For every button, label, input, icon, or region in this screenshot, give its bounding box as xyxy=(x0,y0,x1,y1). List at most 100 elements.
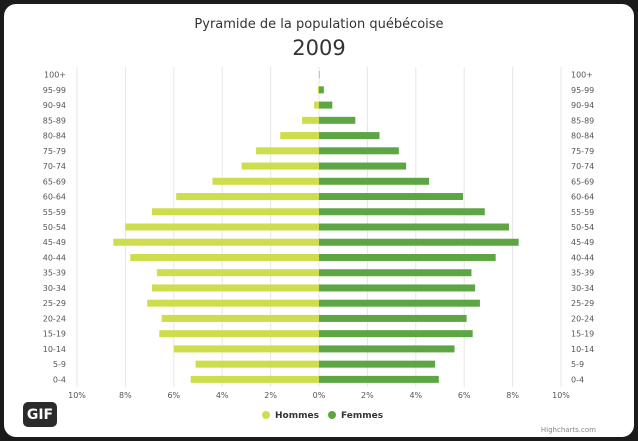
y-tick-left: 100+ xyxy=(44,71,66,80)
legend[interactable]: Hommes Femmes xyxy=(262,411,383,421)
y-tick-left: 85-89 xyxy=(43,116,66,125)
y-tick-right: 55-59 xyxy=(571,208,594,217)
y-tick-right: 35-39 xyxy=(571,269,594,278)
y-tick-left: 55-59 xyxy=(43,208,66,217)
credits-link[interactable]: Highcharts.com xyxy=(541,426,596,434)
legend-dot-hommes xyxy=(262,411,270,419)
x-tick-label: 0% xyxy=(313,391,326,400)
bar-femmes-30-34[interactable] xyxy=(319,284,476,292)
legend-label-femmes: Femmes xyxy=(341,411,383,421)
bar-hommes-10-14[interactable] xyxy=(173,345,319,353)
y-tick-left: 70-74 xyxy=(43,162,66,171)
y-tick-left: 20-24 xyxy=(43,314,66,323)
y-tick-left: 25-29 xyxy=(43,299,66,308)
bar-hommes-90-94[interactable] xyxy=(314,101,319,109)
bar-hommes-80-84[interactable] xyxy=(280,132,319,140)
y-tick-right: 0-4 xyxy=(571,375,584,384)
x-axis: 10% 8% 6% 4% 2% 0% 2% 4% 6% 8% 10% xyxy=(68,391,570,400)
chart-title: Pyramide de la population québécoise xyxy=(194,17,443,32)
bar-hommes-40-44[interactable] xyxy=(130,253,319,261)
bar-femmes-45-49[interactable] xyxy=(319,238,519,246)
legend-dot-femmes xyxy=(328,411,336,419)
bar-femmes-90-94[interactable] xyxy=(319,101,333,109)
bar-hommes-60-64[interactable] xyxy=(176,193,319,201)
y-tick-left: 35-39 xyxy=(43,269,66,278)
y-axis-right: 0-4 5-9 10-14 15-19 20-24 25-29 30-34 35-39 40-4… xyxy=(571,71,594,385)
y-tick-left: 40-44 xyxy=(43,253,66,262)
y-tick-left: 10-14 xyxy=(43,345,66,354)
bar-femmes-10-14[interactable] xyxy=(319,345,455,353)
bar-hommes-50-54[interactable] xyxy=(125,223,320,231)
y-tick-left: 95-99 xyxy=(43,86,66,95)
y-tick-right: 95-99 xyxy=(571,86,594,95)
bar-femmes-60-64[interactable] xyxy=(319,193,463,201)
bar-femmes-15-19[interactable] xyxy=(319,330,473,338)
x-tick-label: 8% xyxy=(119,391,132,400)
y-tick-left: 50-54 xyxy=(43,223,66,232)
y-tick-left: 65-69 xyxy=(43,177,66,186)
y-tick-right: 5-9 xyxy=(571,360,584,369)
legend-item-hommes[interactable]: Hommes xyxy=(262,411,319,421)
y-tick-right: 65-69 xyxy=(571,177,594,186)
bar-femmes-40-44[interactable] xyxy=(319,253,496,261)
legend-label-hommes: Hommes xyxy=(275,411,319,421)
bar-femmes-50-54[interactable] xyxy=(319,223,509,231)
bar-hommes-65-69[interactable] xyxy=(212,177,319,185)
y-tick-left: 90-94 xyxy=(43,101,66,110)
y-tick-left: 80-84 xyxy=(43,132,66,141)
y-tick-right: 75-79 xyxy=(571,147,594,156)
x-tick-label: 2% xyxy=(361,391,374,400)
bar-femmes-65-69[interactable] xyxy=(319,177,430,185)
y-tick-right: 70-74 xyxy=(571,162,594,171)
bar-femmes-95-99[interactable] xyxy=(319,86,324,94)
bar-hommes-85-89[interactable] xyxy=(302,116,319,124)
x-tick-label: 4% xyxy=(409,391,422,400)
bar-hommes-20-24[interactable] xyxy=(161,314,319,322)
bar-hommes-70-74[interactable] xyxy=(241,162,319,170)
chart-frame: 0-4 5-9 10-14 15-19 20-24 25-29 30-34 35-39 40-4… xyxy=(4,4,634,437)
bar-femmes-0-4[interactable] xyxy=(319,375,439,383)
population-pyramid-chart: 0-4 5-9 10-14 15-19 20-24 25-29 30-34 35-39 40-4… xyxy=(43,17,596,434)
chart-subtitle: 2009 xyxy=(292,36,345,60)
x-tick-label: 6% xyxy=(458,391,471,400)
bar-hommes-45-49[interactable] xyxy=(113,238,319,246)
y-tick-left: 15-19 xyxy=(43,330,66,339)
x-tick-label: 10% xyxy=(68,391,86,400)
bar-femmes-80-84[interactable] xyxy=(319,132,380,140)
bar-femmes-75-79[interactable] xyxy=(319,147,399,155)
bar-hommes-30-34[interactable] xyxy=(152,284,319,292)
legend-item-femmes[interactable]: Femmes xyxy=(328,411,383,421)
y-tick-right: 80-84 xyxy=(571,132,594,141)
bar-hommes-95-99[interactable] xyxy=(317,86,319,94)
y-tick-right: 30-34 xyxy=(571,284,594,293)
bar-femmes-70-74[interactable] xyxy=(319,162,407,170)
x-tick-label: 6% xyxy=(167,391,180,400)
bar-femmes-5-9[interactable] xyxy=(319,360,436,368)
y-tick-right: 85-89 xyxy=(571,116,594,125)
bar-femmes-35-39[interactable] xyxy=(319,269,472,277)
y-tick-right: 90-94 xyxy=(571,101,594,110)
x-tick-label: 2% xyxy=(264,391,277,400)
bar-hommes-15-19[interactable] xyxy=(159,330,319,338)
y-tick-left: 75-79 xyxy=(43,147,66,156)
bar-hommes-35-39[interactable] xyxy=(156,269,319,277)
bar-hommes-25-29[interactable] xyxy=(147,299,319,307)
y-tick-right: 15-19 xyxy=(571,330,594,339)
y-axis-left: 0-4 5-9 10-14 15-19 20-24 25-29 30-34 35-39 40-4… xyxy=(43,71,66,385)
y-tick-right: 20-24 xyxy=(571,314,594,323)
bar-femmes-20-24[interactable] xyxy=(319,314,467,322)
bar-hommes-55-59[interactable] xyxy=(152,208,319,216)
bar-femmes-55-59[interactable] xyxy=(319,208,485,216)
y-tick-left: 45-49 xyxy=(43,238,66,247)
y-tick-right: 45-49 xyxy=(571,238,594,247)
bar-femmes-25-29[interactable] xyxy=(319,299,480,307)
bar-hommes-5-9[interactable] xyxy=(195,360,319,368)
y-tick-right: 25-29 xyxy=(571,299,594,308)
bar-femmes-85-89[interactable] xyxy=(319,116,356,124)
bars xyxy=(113,71,519,383)
y-tick-right: 40-44 xyxy=(571,253,594,262)
x-tick-label: 10% xyxy=(552,391,570,400)
bar-hommes-0-4[interactable] xyxy=(190,375,319,383)
bar-hommes-75-79[interactable] xyxy=(256,147,319,155)
y-tick-right: 100+ xyxy=(571,71,593,80)
